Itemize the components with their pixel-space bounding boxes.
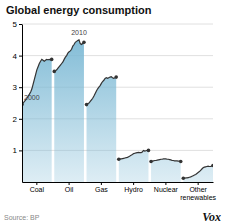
- tick-label-line: Gas: [95, 186, 108, 193]
- end-dot: [82, 41, 86, 45]
- grid-line: [22, 24, 213, 25]
- end-dot: [85, 103, 89, 107]
- end-dot: [52, 70, 56, 74]
- tick-label: Hydro: [124, 186, 143, 194]
- tick-label-line: Coal: [30, 186, 45, 193]
- source: Source: BP: [4, 214, 40, 221]
- tick-label: 4: [13, 52, 18, 61]
- area: [183, 166, 213, 182]
- annotation: 2000: [24, 94, 40, 101]
- tick: 1: [13, 146, 22, 155]
- tick: Gas: [95, 182, 108, 193]
- tick-label-line: Hydro: [124, 186, 143, 194]
- area: [119, 150, 149, 182]
- tick-label: Oil: [65, 186, 74, 193]
- end-dot: [147, 149, 151, 153]
- line: [54, 40, 84, 72]
- chart: 12345CoalOilGasHydroNuclearOtherrenewabl…: [0, 0, 225, 224]
- tick: 5: [13, 20, 22, 29]
- tick: Nuclear: [154, 182, 179, 193]
- tick-label: 1: [13, 146, 18, 155]
- tick: Oil: [65, 182, 74, 193]
- line: [87, 77, 117, 105]
- tick-label-line: Nuclear: [154, 186, 179, 193]
- grid-line: [22, 55, 213, 56]
- tick: Coal: [30, 182, 45, 193]
- tick-mark: [69, 182, 70, 185]
- tick-mark: [133, 182, 134, 185]
- line: [119, 150, 149, 159]
- end-dot: [211, 164, 213, 168]
- y-axis: 1 2 3 4 5: [13, 20, 23, 182]
- line: [183, 166, 213, 179]
- tick-label-line: Other: [189, 186, 207, 193]
- tick-mark: [19, 24, 22, 25]
- tick-label: Coal: [30, 186, 45, 193]
- tick-label-line: Oil: [65, 186, 74, 193]
- annotation: 2010: [71, 29, 87, 36]
- tick-label: Gas: [95, 186, 108, 193]
- end-dot: [182, 176, 186, 180]
- tick: 2: [13, 115, 22, 124]
- line: [151, 159, 181, 162]
- end-dot: [114, 75, 118, 79]
- tick: Hydro: [124, 182, 143, 194]
- tick: Otherrenewables: [180, 182, 216, 201]
- marks: [22, 40, 213, 182]
- tick-label-line: renewables: [180, 194, 216, 201]
- tick-label: 5: [13, 20, 18, 29]
- end-dot: [50, 58, 54, 62]
- area: [151, 159, 181, 182]
- tick: 4: [13, 52, 22, 61]
- title: Global energy consumption: [6, 4, 152, 16]
- axis-line: [22, 25, 23, 183]
- end-dot: [179, 160, 183, 164]
- area: [22, 59, 52, 182]
- end-dot: [117, 157, 121, 161]
- tick-label: Nuclear: [154, 186, 179, 193]
- tick-mark: [165, 182, 166, 185]
- area: [87, 77, 117, 182]
- tick-mark: [19, 56, 22, 57]
- end-dot: [149, 160, 153, 164]
- tick-mark: [19, 87, 22, 88]
- line: [22, 59, 52, 104]
- tick-mark: [36, 182, 37, 185]
- tick-mark: [198, 182, 199, 185]
- tick-label: 3: [13, 83, 18, 92]
- tick: 3: [13, 83, 22, 92]
- area: [54, 40, 84, 182]
- tick-label: 2: [13, 115, 18, 124]
- x-axis: CoalOilGasHydroNuclearOtherrenewables: [23, 182, 217, 201]
- tick-mark: [101, 182, 102, 185]
- axis-line: [23, 182, 214, 183]
- tick-label: Otherrenewables: [180, 186, 216, 201]
- tick-mark: [19, 119, 22, 120]
- watermark: Vox: [202, 210, 221, 224]
- tick-mark: [19, 150, 22, 151]
